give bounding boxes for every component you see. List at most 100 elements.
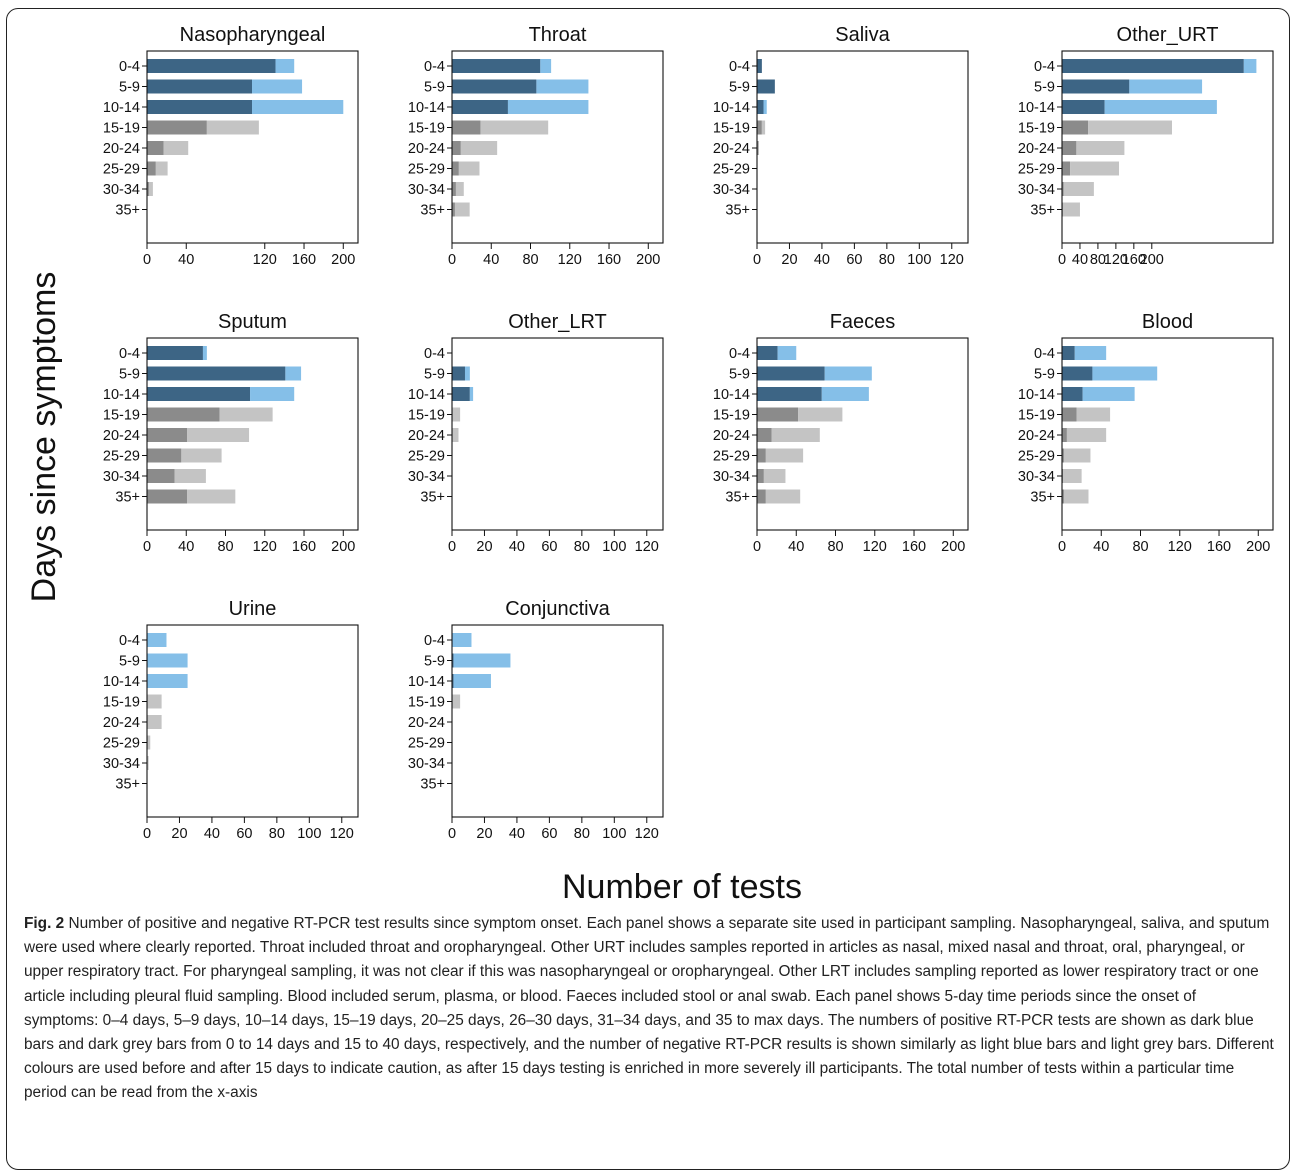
y-tick-label: 20-24: [713, 428, 750, 444]
y-tick-label: 15-19: [713, 408, 750, 424]
y-tick-label: 10-14: [713, 387, 750, 403]
bar-negative-30-34: [174, 469, 206, 483]
x-tick-label: 80: [1132, 539, 1148, 555]
bar-negative-30-34: [1063, 182, 1094, 196]
bar-positive-0-4: [757, 59, 762, 73]
y-tick-label: 35+: [725, 490, 750, 506]
panel-throat: 0-4 5-9 10-14 15-19 20-24 25-29 30-34 35+ Throat…: [408, 24, 664, 268]
y-tick-label: 15-19: [1018, 121, 1055, 137]
y-tick-label: 10-14: [103, 100, 140, 116]
x-tick-label: 120: [1104, 252, 1128, 268]
bar-positive-35: [452, 202, 455, 217]
x-tick-label: 160: [292, 539, 316, 555]
bar-negative-0-4: [540, 59, 552, 73]
x-tick-label: 0: [753, 539, 761, 555]
x-tick-label: 100: [602, 539, 626, 555]
y-tick-label: 10-14: [1018, 100, 1055, 116]
panel-sputum: 0-4 5-9 10-14 15-19 20-24 25-29 30-34 35+ Sputum…: [103, 311, 359, 555]
bar-positive-5-9: [147, 366, 286, 381]
y-tick-label: 0-4: [1034, 59, 1055, 75]
y-tick-label: 0-4: [119, 633, 140, 649]
x-tick-label: 120: [253, 252, 277, 268]
y-tick-label: 35+: [420, 203, 445, 219]
bar-positive-15-19: [147, 407, 220, 422]
bar-positive-5-9: [757, 79, 775, 94]
x-tick-label: 80: [1090, 252, 1106, 268]
y-tick-label: 5-9: [729, 80, 750, 96]
x-tick-label: 0: [753, 252, 761, 268]
bar-negative-20-24: [460, 141, 498, 155]
y-tick-label: 35+: [420, 777, 445, 793]
panel-title: Other_LRT: [508, 311, 607, 333]
y-tick-label: 5-9: [119, 367, 140, 383]
bar-negative-15-19: [798, 407, 843, 422]
caption-label: Fig. 2: [24, 915, 65, 932]
y-tick-label: 35+: [725, 203, 750, 219]
panel-faeces: 0-4 5-9 10-14 15-19 20-24 25-29 30-34 35+ Faeces…: [713, 311, 969, 555]
bar-positive-25-29: [1062, 448, 1064, 463]
x-tick-label: 120: [863, 539, 887, 555]
bar-positive-15-19: [1062, 120, 1089, 135]
x-tick-label: 60: [846, 252, 862, 268]
x-axis-label: Number of tests: [562, 868, 802, 905]
plot-frame: [146, 624, 359, 818]
y-tick-label: 10-14: [103, 674, 140, 690]
bar-negative-5-9: [285, 366, 302, 381]
x-tick-label: 120: [635, 826, 659, 842]
bar-negative-30-34: [1062, 469, 1082, 483]
bar-negative-35: [454, 202, 470, 217]
y-tick-label: 30-34: [103, 756, 140, 772]
bar-positive-5-9: [147, 79, 253, 94]
panel-other-lrt: 0-4 5-9 10-14 15-19 20-24 25-29 30-34 35+ Other_…: [408, 311, 664, 555]
panel-title: Nasopharyngeal: [180, 24, 326, 46]
y-tick-label: 15-19: [103, 695, 140, 711]
bar-positive-10-14: [757, 387, 822, 401]
bar-positive-15-19: [757, 120, 762, 135]
x-tick-label: 40: [509, 539, 525, 555]
x-tick-label: 20: [476, 826, 492, 842]
bar-negative-20-24: [147, 715, 162, 729]
x-tick-label: 100: [297, 826, 321, 842]
x-tick-label: 40: [1072, 252, 1088, 268]
y-tick-label: 5-9: [424, 367, 445, 383]
y-tick-label: 35+: [1030, 490, 1055, 506]
x-tick-label: 200: [331, 539, 355, 555]
bar-negative-15-19: [761, 120, 766, 135]
bar-negative-15-19: [1076, 407, 1111, 422]
bar-positive-20-24: [1062, 428, 1067, 442]
y-tick-label: 30-34: [1018, 469, 1055, 485]
y-tick-label: 5-9: [1034, 367, 1055, 383]
bar-negative-25-29: [1070, 161, 1120, 176]
panel-saliva: 0-4 5-9 10-14 15-19 20-24 25-29 30-34 35+ Saliva…: [713, 24, 969, 268]
bar-negative-5-9: [147, 653, 188, 668]
bar-positive-5-9: [757, 366, 825, 381]
x-tick-label: 60: [541, 826, 557, 842]
y-tick-label: 5-9: [119, 654, 140, 670]
y-tick-label: 0-4: [424, 59, 445, 75]
y-tick-label: 15-19: [1018, 408, 1055, 424]
bar-positive-5-9: [452, 366, 465, 381]
bar-negative-25-29: [147, 735, 151, 750]
plot-frame: [146, 50, 359, 244]
bar-positive-15-19: [757, 407, 799, 422]
bar-negative-25-29: [181, 448, 222, 463]
bar-negative-30-34: [763, 469, 786, 483]
bar-negative-10-14: [469, 387, 474, 401]
y-tick-label: 20-24: [1018, 141, 1055, 157]
y-tick-label: 0-4: [424, 346, 445, 362]
y-tick-label: 35+: [420, 490, 445, 506]
y-tick-label: 10-14: [103, 387, 140, 403]
panel-conjunctiva: 0-4 5-9 10-14 15-19 20-24 25-29 30-34 35+ Conjun…: [408, 598, 664, 842]
x-tick-label: 0: [448, 826, 456, 842]
x-tick-label: 200: [636, 252, 660, 268]
bar-positive-15-19: [1062, 407, 1077, 422]
y-tick-label: 35+: [115, 777, 140, 793]
x-tick-label: 160: [292, 252, 316, 268]
x-tick-label: 20: [781, 252, 797, 268]
bar-negative-15-19: [452, 694, 461, 709]
x-tick-label: 40: [178, 539, 194, 555]
panel-title: Sputum: [218, 311, 287, 333]
y-tick-label: 30-34: [103, 182, 140, 198]
y-tick-label: 25-29: [408, 736, 445, 752]
y-tick-label: 15-19: [408, 408, 445, 424]
